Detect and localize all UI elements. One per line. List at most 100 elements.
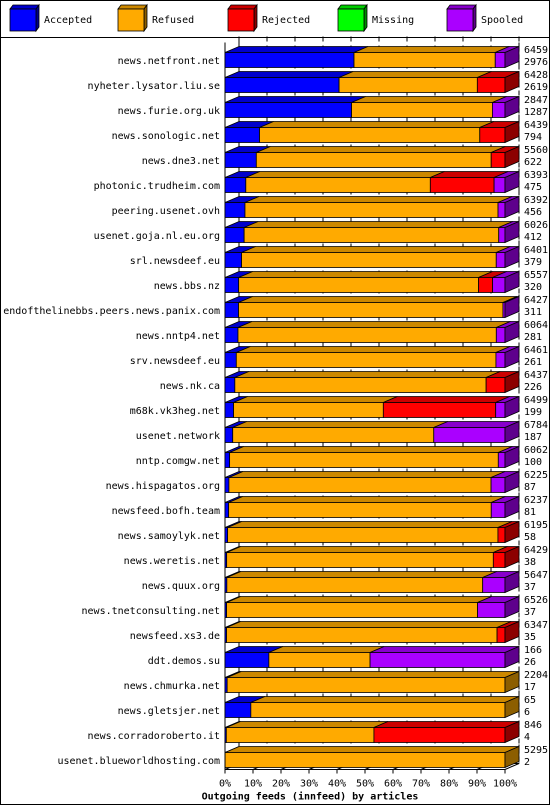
category-label: nyheter.lysator.liu.se xyxy=(88,81,220,92)
bar-face xyxy=(224,152,257,168)
bar-face xyxy=(495,327,506,343)
legend-swatch-top xyxy=(337,4,368,10)
legend-swatch-side xyxy=(253,3,258,33)
bar-face xyxy=(476,77,506,93)
category-label: usenet.network xyxy=(136,431,220,442)
bar-top xyxy=(238,271,493,278)
bar-face xyxy=(382,402,497,418)
legend-swatch-side xyxy=(143,3,148,33)
bar-segment-accepted xyxy=(224,246,256,268)
x-tick-label: 20% xyxy=(272,779,290,790)
bar-segment-refused xyxy=(229,446,513,468)
bar-segment-refused xyxy=(224,746,520,768)
value-label-accepted: 37 xyxy=(524,607,536,618)
value-label-offered: 6439 xyxy=(524,120,548,131)
bar-side xyxy=(504,70,520,94)
value-label-accepted: 2619 xyxy=(524,82,548,93)
bar-face xyxy=(226,677,506,693)
x-tick-label: 0% xyxy=(219,779,231,790)
bar-face xyxy=(224,652,270,668)
bar-face xyxy=(227,527,499,543)
bar-top xyxy=(351,96,507,103)
value-label-accepted: 281 xyxy=(524,332,542,343)
bar-side xyxy=(504,470,520,494)
bar-segment-spooled xyxy=(490,496,520,518)
bar-face xyxy=(238,277,479,293)
bar-segment-refused xyxy=(241,246,511,268)
bar-top xyxy=(226,721,389,728)
floor-tick xyxy=(504,763,520,770)
bar-segment-refused xyxy=(244,196,513,218)
bar-top xyxy=(226,596,492,603)
bar-face xyxy=(493,177,506,193)
value-label-accepted: 1287 xyxy=(524,107,548,118)
bar-face xyxy=(224,752,506,768)
x-tick-label: 100% xyxy=(493,779,517,790)
category-label: news.gletsjer.net xyxy=(118,706,220,717)
value-label-accepted: 81 xyxy=(524,507,536,518)
bar-face xyxy=(250,702,506,718)
bar-face xyxy=(224,377,236,393)
bar-segment-spooled xyxy=(433,421,520,443)
legend-item-refused: Refused xyxy=(117,3,194,33)
bar-face xyxy=(477,602,506,618)
bar-segment-refused xyxy=(353,46,510,68)
bar-face xyxy=(497,527,506,543)
bar-segment-refused xyxy=(245,171,445,193)
bar-side xyxy=(504,570,520,594)
bar-top xyxy=(227,521,513,528)
bar-side xyxy=(504,120,520,144)
bar-top xyxy=(238,296,518,303)
value-label-accepted: 311 xyxy=(524,307,542,318)
bar-face xyxy=(369,652,506,668)
value-label-offered: 6784 xyxy=(524,420,548,431)
bar-segment-accepted xyxy=(224,171,260,193)
x-tick-label: 90% xyxy=(468,779,486,790)
value-label-accepted: 87 xyxy=(524,482,536,493)
value-label-accepted: 320 xyxy=(524,282,542,293)
bar-face xyxy=(496,627,506,643)
bar-side xyxy=(504,220,520,244)
bar-side xyxy=(504,395,520,419)
bar-face xyxy=(237,327,497,343)
bar-face xyxy=(485,377,506,393)
bar-face xyxy=(479,127,506,143)
value-label-offered: 2204 xyxy=(524,670,548,681)
category-label: peering.usenet.ovh xyxy=(112,206,220,217)
bar-segment-refused xyxy=(227,521,513,543)
value-label-accepted: 17 xyxy=(524,682,536,693)
value-label-accepted: 379 xyxy=(524,257,542,268)
category-label: news.weretis.net xyxy=(124,556,220,567)
category-label: photonic.trudheim.com xyxy=(94,181,220,192)
bar-face xyxy=(497,202,506,218)
value-label-offered: 6026 xyxy=(524,220,548,231)
legend-label: Refused xyxy=(152,15,194,26)
bar-face xyxy=(224,127,260,143)
bar-segment-refused xyxy=(338,71,492,93)
bar-segment-refused xyxy=(226,671,520,693)
category-label: newsfeed.bofh.team xyxy=(112,506,220,517)
bar-segment-refused xyxy=(228,496,506,518)
bar-top xyxy=(226,621,512,628)
x-tick-label: 70% xyxy=(412,779,430,790)
bar-segment-refused xyxy=(255,146,506,168)
bar-side xyxy=(504,620,520,644)
value-label-offered: 6499 xyxy=(524,395,548,406)
category-label: news.netfront.net xyxy=(118,56,220,67)
bar-segment-spooled xyxy=(369,646,520,668)
bar-side xyxy=(504,445,520,469)
category-label: nntp.comgw.net xyxy=(136,456,220,467)
bar-face xyxy=(232,427,435,443)
bar-side xyxy=(504,145,520,169)
bar-segment-rejected xyxy=(497,521,520,543)
bar-face xyxy=(259,127,481,143)
value-label-offered: 5560 xyxy=(524,145,548,156)
legend-label: Accepted xyxy=(44,15,92,26)
